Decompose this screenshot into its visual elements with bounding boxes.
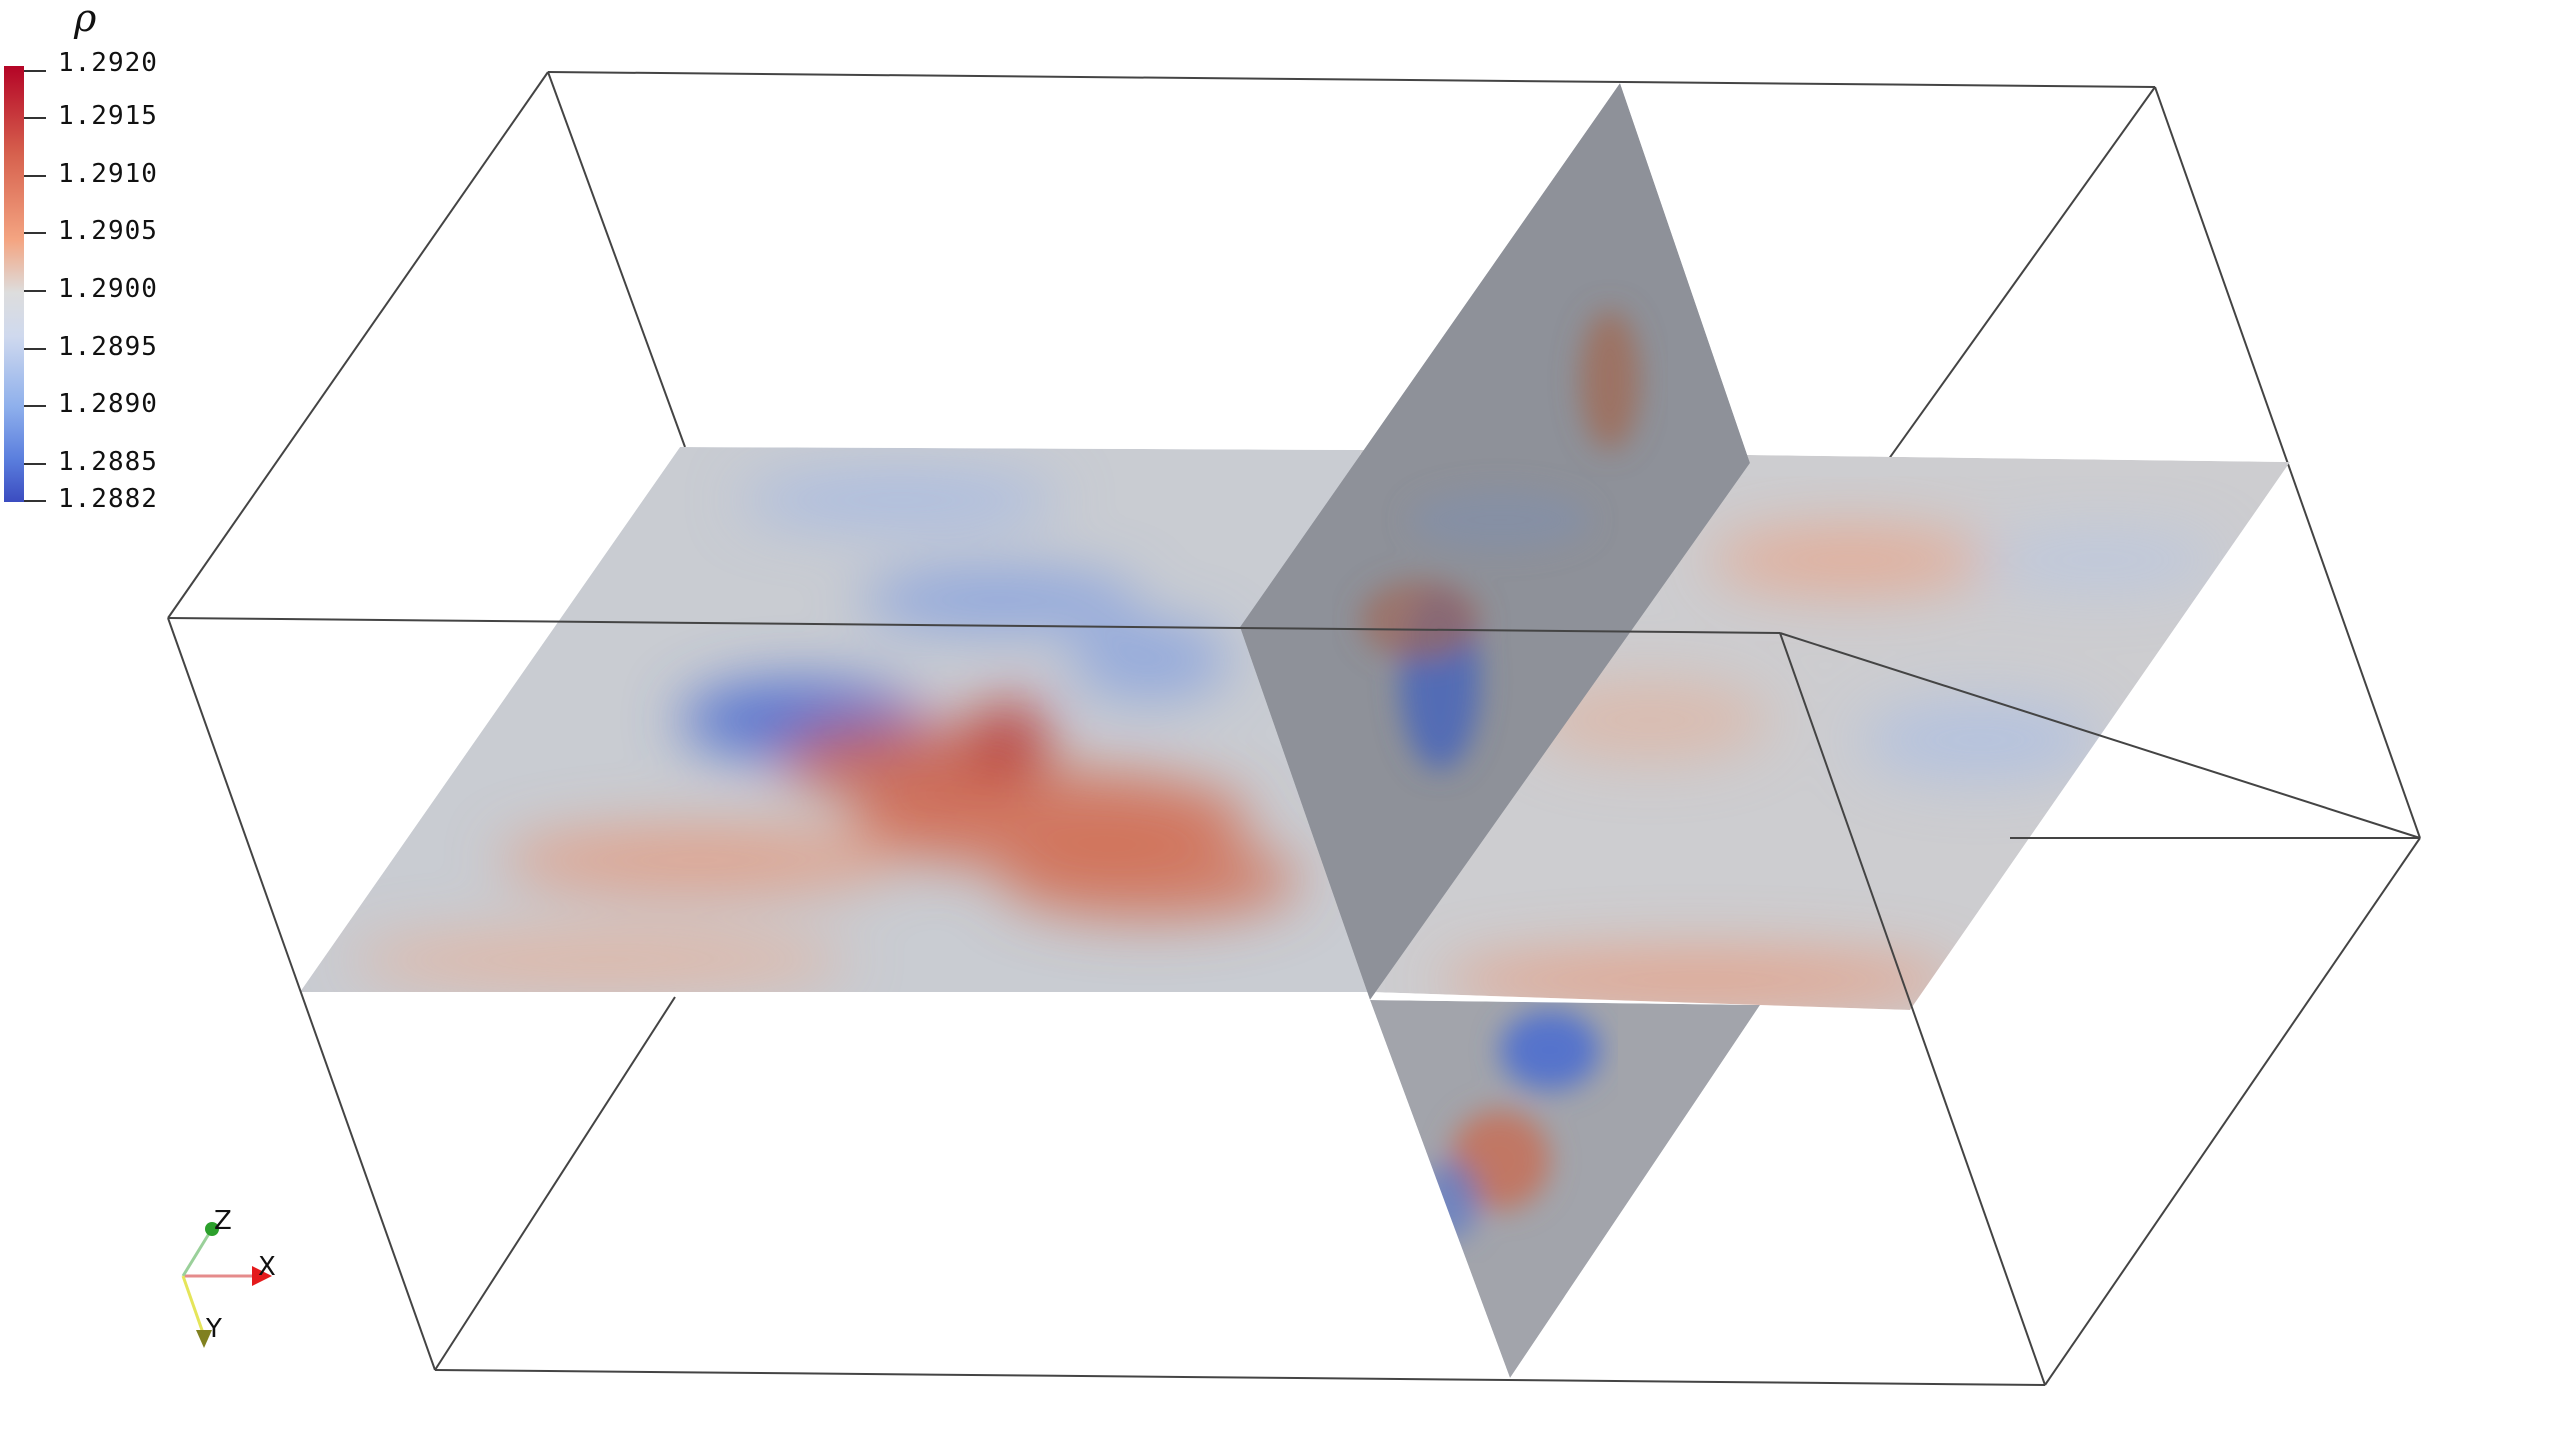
legend-label: 1.2890 [58, 389, 158, 419]
legend-label: 1.2915 [58, 101, 158, 131]
legend-tick [24, 290, 46, 292]
legend-label: 1.2920 [58, 48, 158, 78]
legend-tick [24, 405, 46, 407]
bounding-box-front [167, 617, 2421, 1386]
y-axis-label: Y [206, 1314, 222, 1344]
legend-label: 1.2895 [58, 332, 158, 362]
x-axis-label: X [258, 1252, 276, 1282]
legend-tick [24, 175, 46, 177]
legend-tick [24, 117, 46, 119]
legend-tick [24, 70, 46, 72]
colorbar [4, 66, 24, 502]
legend-tick [24, 500, 46, 502]
horizontal-slice-left [300, 447, 1370, 992]
legend-tick [24, 232, 46, 234]
legend-label: 1.2885 [58, 447, 158, 477]
z-axis-label: Z [214, 1206, 232, 1236]
legend-tick [24, 463, 46, 465]
legend-label: 1.2900 [58, 274, 158, 304]
vertical-slice [1240, 83, 1760, 1378]
legend-label: 1.2882 [58, 484, 158, 514]
legend-label: 1.2905 [58, 216, 158, 246]
orientation-axes [181, 1222, 272, 1348]
legend-tick [24, 348, 46, 350]
bounding-box-back [167, 71, 2421, 839]
legend-label: 1.2910 [58, 159, 158, 189]
legend-title: ρ [74, 0, 97, 40]
